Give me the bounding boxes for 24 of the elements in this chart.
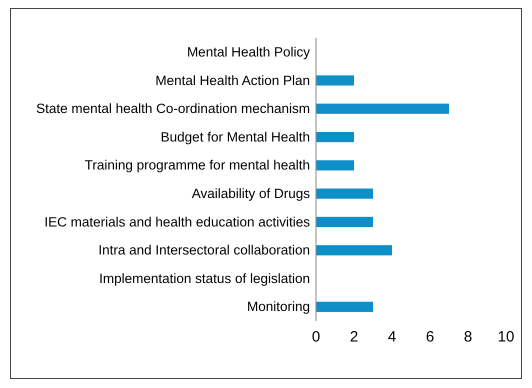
y-tick-label: Monitoring [246, 299, 310, 314]
y-tick-label: Intra and Intersectoral collaboration [98, 242, 310, 258]
x-tick-label: 8 [464, 328, 472, 346]
y-tick-label: Implementation status of legislation [99, 270, 310, 286]
x-tick-label: 4 [388, 328, 396, 346]
x-tick-label: 10 [498, 328, 514, 346]
bar [316, 245, 392, 256]
bar [316, 160, 354, 170]
bar [316, 104, 449, 114]
bar [316, 188, 373, 199]
y-tick-label: Mental Health Action Plan [155, 72, 310, 88]
y-tick-label: IEC materials and health education activities [44, 214, 310, 230]
y-tick-label: Mental Health Policy [186, 44, 310, 60]
x-tick-label: 2 [350, 328, 358, 346]
y-tick-label: Budget for Mental Health [160, 129, 310, 144]
x-tick-label: 0 [312, 328, 320, 346]
bar [316, 302, 373, 312]
bar [316, 132, 354, 142]
y-tick-label: State mental health Co-ordination mechanism [36, 101, 310, 116]
bar [316, 75, 354, 86]
y-tick-label: Availability of Drugs [192, 186, 310, 201]
bar [316, 216, 373, 228]
y-tick-label: Training programme for mental health [84, 158, 310, 173]
x-tick-label: 6 [426, 328, 434, 346]
